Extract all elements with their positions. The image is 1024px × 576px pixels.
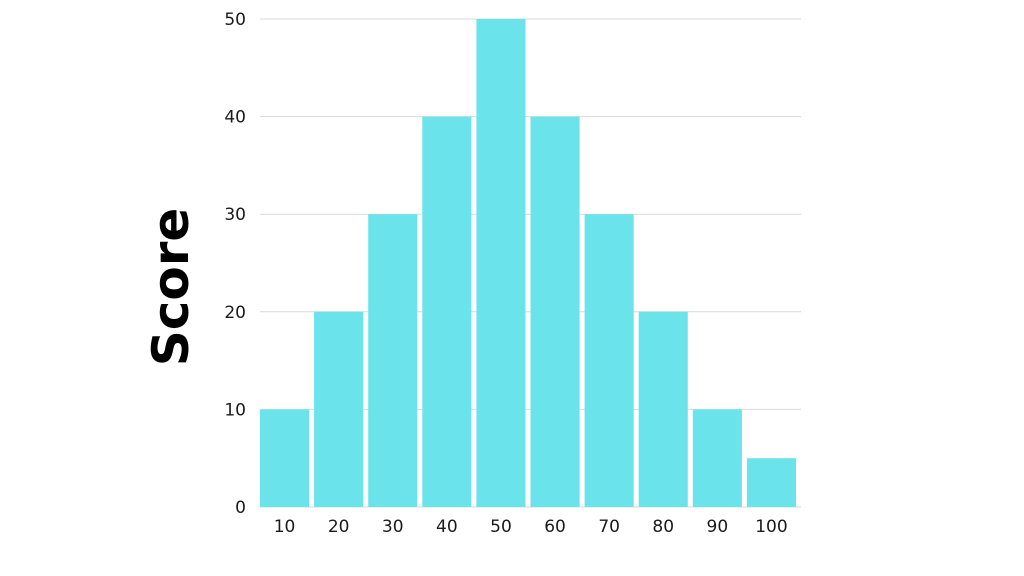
bar [692,409,742,507]
x-tick-label: 100 [755,517,787,537]
bar [476,19,526,507]
y-tick-label: 30 [224,205,246,225]
x-tick-label: 10 [274,517,296,537]
x-tick-label: 80 [652,517,674,537]
y-tick-label: 10 [224,400,246,420]
y-tick-label: 0 [235,498,246,518]
bar [638,311,688,507]
bars [260,19,796,507]
y-tick-label: 50 [224,10,246,30]
x-tick-label: 50 [490,517,512,537]
x-tick-label: 90 [707,517,729,537]
x-tick-label: 60 [544,517,566,537]
x-axis-ticks: 10 20 30 40 50 60 70 80 90 100 [274,517,788,537]
x-tick-label: 20 [328,517,350,537]
bar [314,311,364,507]
y-axis-ticks: 0 10 20 30 40 50 [224,10,246,518]
bar [260,409,310,507]
bar [368,214,418,507]
x-tick-label: 40 [436,517,458,537]
y-tick-label: 40 [224,108,246,128]
y-axis-label: Score [142,208,200,367]
x-tick-label: 30 [382,517,404,537]
bar [422,116,472,507]
bar [530,116,580,507]
bar [584,214,634,507]
x-tick-label: 70 [598,517,620,537]
y-tick-label: 20 [224,303,246,323]
bar [746,458,796,507]
